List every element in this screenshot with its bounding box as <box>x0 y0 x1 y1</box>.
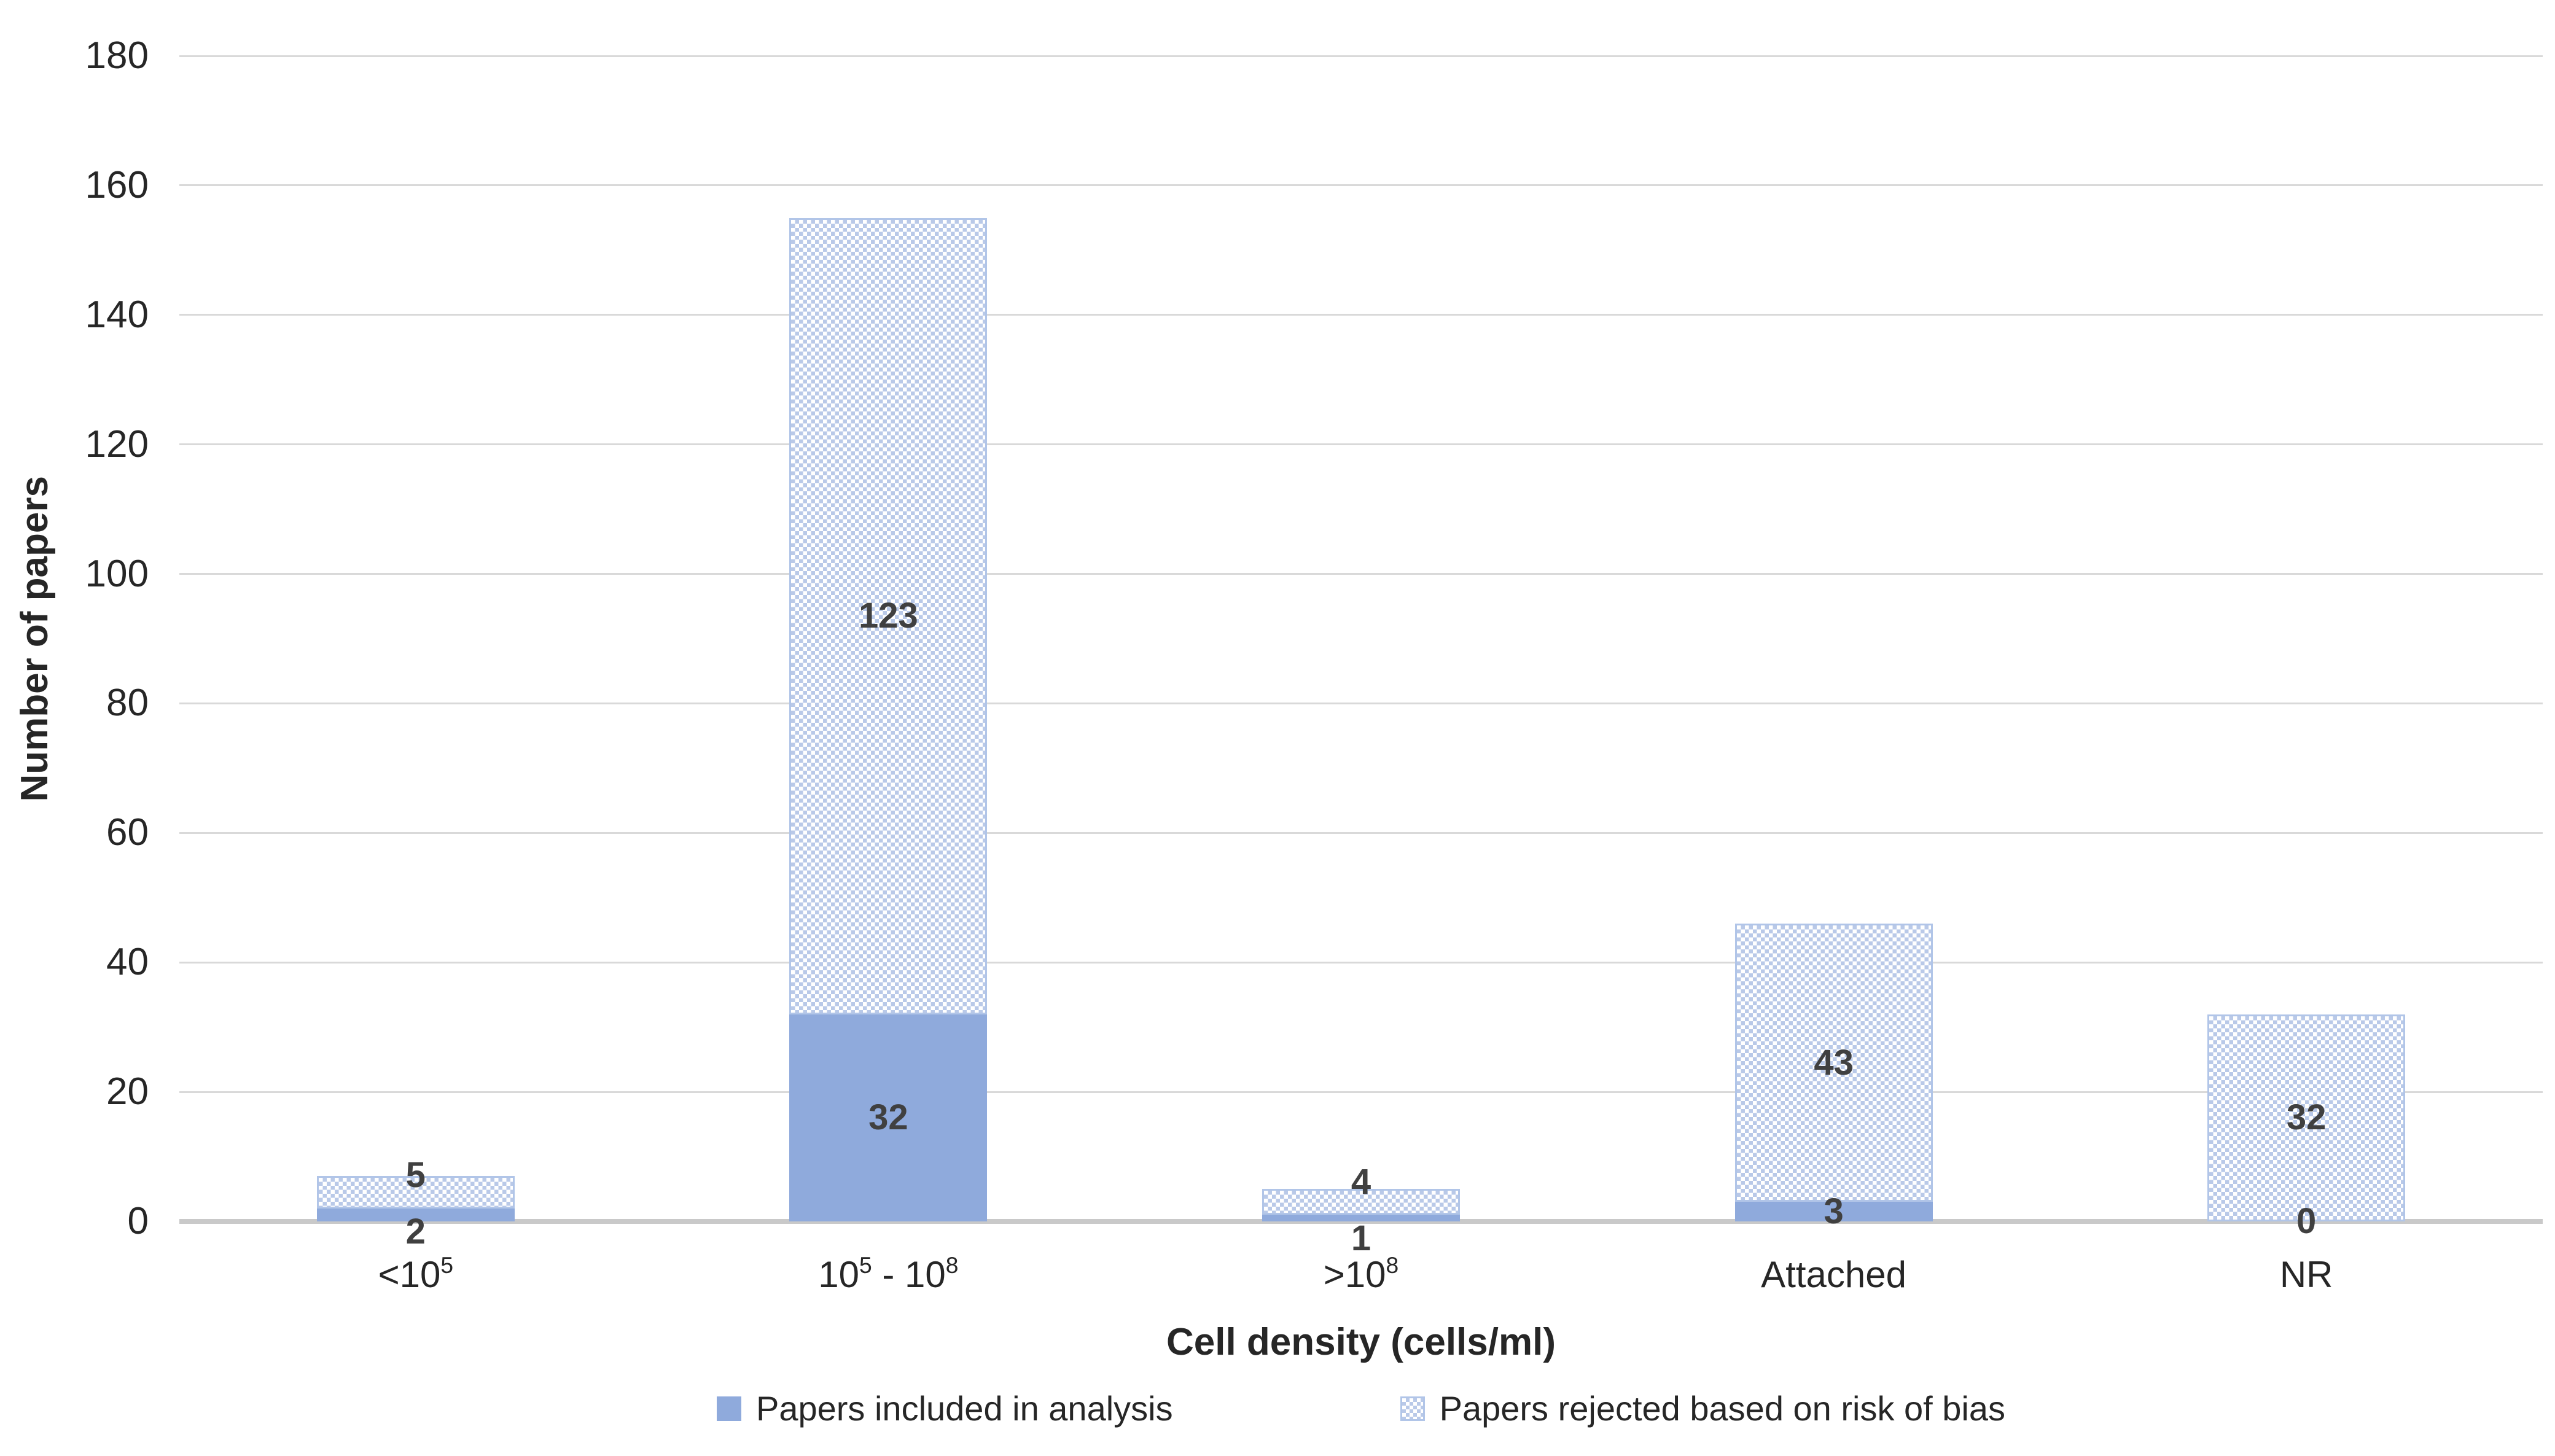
data-label-rejected: 5 <box>405 1155 426 1195</box>
bar-segment-rejected <box>2207 1014 2406 1221</box>
y-axis-title-box: Number of papers <box>5 56 64 1221</box>
bar-segment-rejected <box>789 217 988 1014</box>
data-label-rejected: 4 <box>1351 1161 1371 1202</box>
gridline <box>179 1091 2543 1093</box>
data-label-included: 0 <box>2296 1201 2317 1241</box>
bar-segment-included <box>789 1014 988 1221</box>
y-tick-label: 160 <box>85 163 149 206</box>
legend-item: Papers included in analysis <box>716 1389 1173 1428</box>
y-tick-label: 20 <box>106 1070 149 1113</box>
y-tick-label: 0 <box>127 1200 149 1242</box>
bar-segment-rejected <box>316 1176 515 1209</box>
x-axis-line <box>179 1219 2543 1224</box>
legend: Papers included in analysis Papers reject… <box>179 1389 2543 1428</box>
gridline <box>179 443 2543 446</box>
x-category-label: 105 - 108 <box>818 1252 959 1295</box>
gridline <box>179 314 2543 316</box>
superscript: 5 <box>440 1252 454 1278</box>
bar-segment-included <box>1734 1202 1933 1221</box>
legend-label: Papers included in analysis <box>755 1389 1173 1428</box>
bar-segment-rejected <box>1734 923 1933 1202</box>
y-tick-label: 80 <box>106 682 149 725</box>
superscript: 5 <box>859 1252 872 1278</box>
gridline <box>179 55 2543 57</box>
y-axis-title: Number of papers <box>13 475 56 802</box>
legend-item: Papers rejected based on risk of bias <box>1400 1389 2005 1428</box>
data-label-included: 2 <box>405 1212 426 1252</box>
legend-swatch-included <box>716 1396 741 1421</box>
y-tick-label: 140 <box>85 293 149 336</box>
gridline <box>179 831 2543 834</box>
y-tick-label: 180 <box>85 34 149 77</box>
x-category-label: Attached <box>1761 1254 1907 1295</box>
superscript: 8 <box>945 1252 959 1278</box>
x-category-label: <105 <box>378 1252 454 1295</box>
legend-label: Papers rejected based on risk of bias <box>1439 1389 2006 1428</box>
gridline <box>179 961 2543 964</box>
data-label-included: 3 <box>1824 1191 1844 1232</box>
data-label-included: 32 <box>868 1097 908 1138</box>
gridline <box>179 702 2543 704</box>
y-tick-label: 40 <box>106 941 149 984</box>
y-tick-label: 100 <box>85 552 149 595</box>
bar-segment-included <box>316 1208 515 1221</box>
x-category-label: NR <box>2279 1254 2333 1295</box>
data-label-rejected: 32 <box>2286 1097 2327 1138</box>
y-tick-label: 120 <box>85 422 149 465</box>
bar-segment-rejected <box>1262 1189 1460 1215</box>
legend-swatch-rejected <box>1400 1396 1425 1421</box>
x-category-label: >108 <box>1323 1252 1399 1295</box>
y-tick-label: 60 <box>106 811 149 854</box>
data-label-included: 1 <box>1351 1218 1371 1258</box>
data-label-rejected: 123 <box>859 596 918 636</box>
gridline <box>179 184 2543 187</box>
bar-segment-included <box>1262 1215 1460 1221</box>
gridline <box>179 573 2543 575</box>
superscript: 8 <box>1386 1252 1399 1278</box>
x-axis-title: Cell density (cells/ml) <box>1166 1321 1556 1363</box>
data-label-rejected: 43 <box>1814 1042 1854 1083</box>
